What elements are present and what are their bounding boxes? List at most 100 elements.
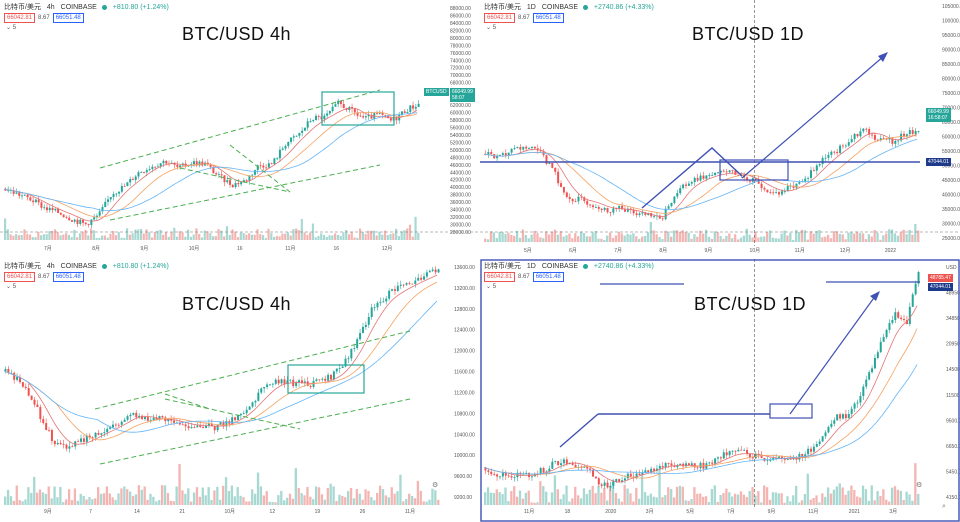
candle-body <box>748 453 751 458</box>
candle-body <box>571 198 574 202</box>
volume-bar <box>265 491 268 505</box>
candle-body <box>824 157 827 159</box>
sell-price-button[interactable]: 66042.81 <box>4 13 36 23</box>
candle-body <box>644 470 647 473</box>
volume-bar <box>902 500 905 505</box>
candle-body <box>888 138 891 140</box>
candle-body <box>289 379 292 381</box>
volume-bar <box>606 500 609 505</box>
chart-panel-btc-1d-top[interactable]: 105000.00 100000.00 95000.00 90000.00 85000.… <box>480 0 960 257</box>
volume-bar <box>733 493 737 505</box>
candle-body <box>600 208 603 210</box>
candle-body <box>268 384 271 386</box>
volume-bar <box>280 490 283 505</box>
exchange-label: COINBASE <box>541 4 578 11</box>
volume-bar <box>297 487 300 505</box>
candle-body <box>406 112 409 113</box>
time-axis-tick: 11月 <box>524 509 534 515</box>
interval-label[interactable]: 4h <box>46 4 55 11</box>
volume-bar <box>59 486 62 505</box>
volume-indicator-br[interactable]: ⌄ 5 <box>486 284 497 290</box>
volume-bar <box>667 487 670 505</box>
candle-body <box>711 462 714 464</box>
volume-indicator-tl[interactable]: ⌄ 5 <box>6 25 17 31</box>
volume-bar <box>198 233 201 240</box>
volume-bar <box>524 492 527 505</box>
volume-bar <box>399 474 402 505</box>
volume-bar <box>536 502 539 505</box>
volume-bar <box>899 232 902 242</box>
chart-canvas-br[interactable]: USD 48950.00 34850.00 20950.00 14500.00 11500… <box>480 259 960 522</box>
volume-bar <box>210 499 213 505</box>
candle-body <box>298 380 301 383</box>
buy-price-button[interactable]: 66051.48 <box>532 13 564 23</box>
candle-body <box>760 454 763 458</box>
volume-bar <box>678 231 682 242</box>
volume-bar <box>73 488 77 505</box>
candle-body <box>173 420 176 423</box>
volume-bar <box>681 486 684 505</box>
volume-bar <box>495 237 498 242</box>
candle-body <box>257 392 260 401</box>
volume-indicator-tr[interactable]: ⌄ 5 <box>486 25 497 31</box>
candle-body <box>911 130 914 134</box>
settings-gear-icon[interactable]: ⚙ <box>916 482 923 489</box>
candle-body <box>778 192 781 195</box>
candle-body <box>400 111 403 115</box>
candle-body <box>847 142 850 146</box>
sell-price-button[interactable]: 66042.81 <box>484 272 516 282</box>
auto-scale-icon[interactable]: ⌕ <box>942 503 946 510</box>
volume-bar <box>594 493 597 505</box>
interval-label[interactable]: 1D <box>526 263 536 270</box>
chart-panel-btc-4h-bottom[interactable]: 13600.00 13200.00 12800.00 12400.00 12000.00… <box>0 259 478 522</box>
volume-bar <box>553 229 557 242</box>
candle-body <box>836 414 839 421</box>
volume-indicator-bl[interactable]: ⌄ 5 <box>6 284 17 290</box>
projection-arrow-line <box>741 55 885 179</box>
sell-price-button[interactable]: 66042.81 <box>4 272 36 282</box>
candle-body <box>412 105 415 109</box>
volume-bar <box>370 230 373 240</box>
volume-bar <box>408 224 412 240</box>
buy-price-button[interactable]: 66051.48 <box>532 272 564 282</box>
volume-bar <box>361 499 364 505</box>
volume-bar <box>858 497 862 505</box>
candle-body <box>242 180 245 183</box>
buy-price-button[interactable]: 66051.48 <box>52 272 84 282</box>
volume-bar <box>273 236 276 240</box>
candle-body <box>621 480 624 482</box>
candle-body <box>370 307 373 317</box>
candle-body <box>335 368 338 372</box>
candle-body <box>795 458 798 460</box>
volume-bar <box>905 234 908 242</box>
candle-body <box>804 178 807 182</box>
candle-body <box>93 217 96 220</box>
buy-price-button[interactable]: 66051.48 <box>52 13 84 23</box>
candle-body <box>367 316 370 325</box>
candle-body <box>594 476 597 479</box>
volume-bar <box>184 493 187 505</box>
chart-panel-btc-4h-top[interactable]: 88000.00 86000.00 84000.00 82000.00 80000.00… <box>0 0 478 257</box>
volume-bar <box>733 234 737 242</box>
candle-body <box>112 194 115 198</box>
time-axis-tick: 11月 <box>285 246 295 252</box>
volume-bar <box>159 229 162 240</box>
price-axis-tick: 65000.00 <box>942 120 960 126</box>
settings-gear-icon[interactable]: ⚙ <box>432 482 439 489</box>
volume-bar <box>239 232 242 240</box>
chart-canvas-tr[interactable]: 105000.00 100000.00 95000.00 90000.00 85000.… <box>480 0 960 257</box>
volume-bar <box>303 232 306 240</box>
candle-body <box>586 466 589 469</box>
chart-panel-btc-1d-bottom[interactable]: USD 48950.00 34850.00 20950.00 14500.00 11500… <box>480 259 960 522</box>
chart-canvas-bl[interactable]: 13600.00 13200.00 12800.00 12400.00 12000.00… <box>0 259 478 522</box>
candle-body <box>571 462 574 465</box>
sell-price-button[interactable]: 66042.81 <box>484 13 516 23</box>
volume-bar <box>184 236 187 240</box>
candle-body <box>62 214 65 218</box>
interval-label[interactable]: 1D <box>526 4 536 11</box>
candle-body <box>34 199 37 203</box>
interval-label[interactable]: 4h <box>46 263 55 270</box>
candle-body <box>859 395 862 403</box>
volume-bar <box>253 493 257 505</box>
